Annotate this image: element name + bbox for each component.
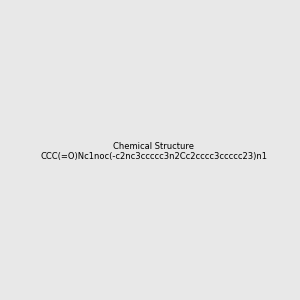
- Text: Chemical Structure
CCC(=O)Nc1noc(-c2nc3ccccc3n2Cc2cccc3ccccc23)n1: Chemical Structure CCC(=O)Nc1noc(-c2nc3c…: [40, 142, 267, 161]
